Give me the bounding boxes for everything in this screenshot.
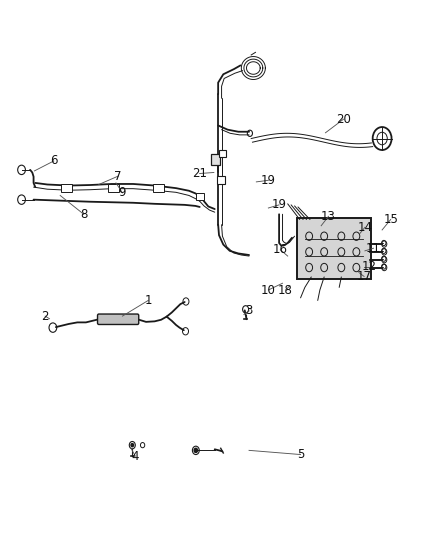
FancyBboxPatch shape [211,154,220,165]
FancyBboxPatch shape [219,150,226,157]
Text: 9: 9 [119,187,126,199]
Text: 3: 3 [245,304,253,317]
Text: 19: 19 [261,174,276,187]
Text: 11: 11 [366,242,381,255]
Text: 20: 20 [336,112,351,126]
FancyBboxPatch shape [98,314,139,325]
Text: 2: 2 [42,310,49,322]
Text: 6: 6 [50,155,57,167]
Text: 7: 7 [114,169,122,183]
Text: 19: 19 [272,198,286,212]
Text: 21: 21 [192,167,207,180]
Text: 16: 16 [273,243,288,256]
Circle shape [194,448,198,453]
FancyBboxPatch shape [108,184,120,192]
FancyBboxPatch shape [196,193,204,200]
Circle shape [131,443,134,447]
Text: 14: 14 [357,221,372,234]
FancyBboxPatch shape [153,184,165,192]
FancyBboxPatch shape [297,218,371,279]
Text: 1: 1 [145,294,152,307]
FancyBboxPatch shape [217,176,225,184]
FancyBboxPatch shape [61,184,72,192]
Text: 17: 17 [357,270,371,283]
Text: 15: 15 [383,213,398,226]
Text: 12: 12 [362,260,377,273]
Text: 4: 4 [131,450,139,463]
Text: 8: 8 [80,208,88,221]
Text: 18: 18 [278,284,293,296]
Text: 10: 10 [261,284,276,296]
Text: 5: 5 [297,448,304,461]
Text: 13: 13 [321,210,336,223]
